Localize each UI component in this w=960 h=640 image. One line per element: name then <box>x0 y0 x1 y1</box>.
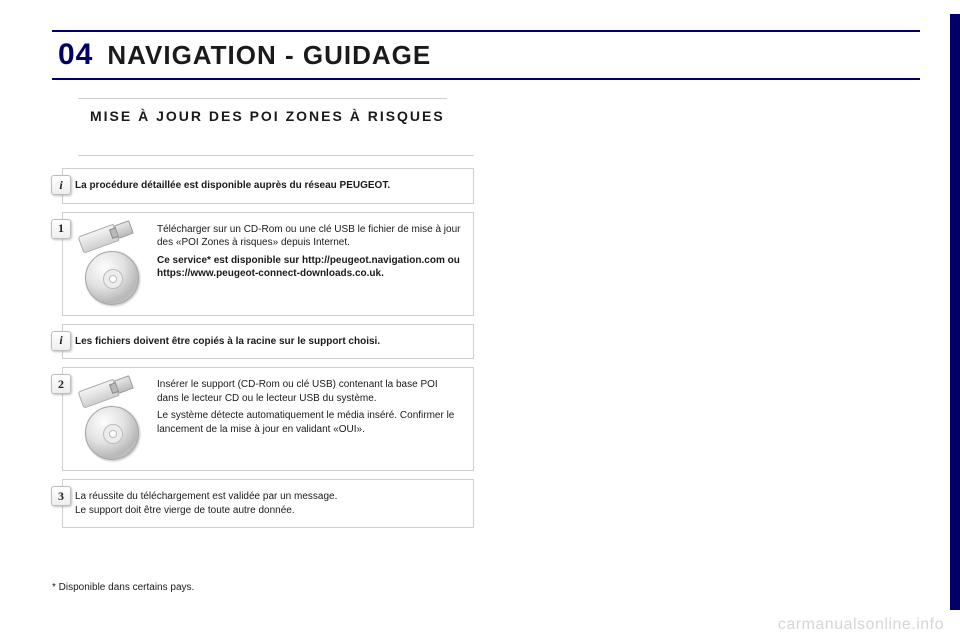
step-row-2: 2 Insérer le support (CD-Rom ou clé USB)… <box>62 367 474 471</box>
header-body: 04 NAVIGATION - GUIDAGE <box>52 32 920 78</box>
step-3-line-2: Le support doit être vierge de toute aut… <box>75 504 461 518</box>
step-row-1: 1 Télécharger sur un CD-Rom ou une clé U… <box>62 212 474 316</box>
watermark: carmanualsonline.info <box>778 616 944 634</box>
step-2-text: Insérer le support (CD-Rom ou clé USB) c… <box>157 378 461 440</box>
footnote: * Disponible dans certains pays. <box>52 582 194 593</box>
step-badge-3: 3 <box>51 486 71 506</box>
section-number: 04 <box>58 38 93 72</box>
info-icon: i <box>51 331 71 351</box>
subheading-box-inner: MISE À JOUR DES POI ZONES À RISQUES <box>78 98 474 156</box>
info-icon: i <box>51 175 71 195</box>
subheading-box: MISE À JOUR DES POI ZONES À RISQUES <box>78 98 474 156</box>
steps-panel: i La procédure détaillée est disponible … <box>62 168 474 536</box>
header-rule-bottom <box>52 78 920 80</box>
usb-cap <box>114 375 134 394</box>
usb-cap <box>114 220 134 239</box>
media-usb-cd-2 <box>75 378 145 460</box>
info-row-intro: i La procédure détaillée est disponible … <box>62 168 474 204</box>
info-row-copy: i Les fichiers doivent être copiés à la … <box>62 324 474 360</box>
section-header: 04 NAVIGATION - GUIDAGE <box>52 30 920 84</box>
step-1-text: Télécharger sur un CD-Rom ou une clé USB… <box>157 223 461 285</box>
info-glyph: i <box>59 332 62 348</box>
media-usb-cd-1 <box>75 223 145 305</box>
section-title: NAVIGATION - GUIDAGE <box>107 40 431 71</box>
step-3-line-1: La réussite du téléchargement est validé… <box>75 490 461 504</box>
step-2-content: Insérer le support (CD-Rom ou clé USB) c… <box>75 378 461 460</box>
intro-text: La procédure détaillée est disponible au… <box>75 180 390 191</box>
step-1-line-1: Télécharger sur un CD-Rom ou une clé USB… <box>157 223 461 250</box>
step-badge-2: 2 <box>51 374 71 394</box>
step-2-line-1: Insérer le support (CD-Rom ou clé USB) c… <box>157 378 461 405</box>
step-1-line-2: Ce service* est disponible sur http://pe… <box>157 254 461 281</box>
page: 04 NAVIGATION - GUIDAGE MISE À JOUR DES … <box>0 0 960 640</box>
step-row-3: 3 La réussite du téléchargement est vali… <box>62 479 474 528</box>
step-2-line-2: Le système détecte automatiquement le mé… <box>157 409 461 436</box>
right-stripe <box>950 14 960 610</box>
subheading-text: MISE À JOUR DES POI ZONES À RISQUES <box>90 107 446 126</box>
step-badge-1: 1 <box>51 219 71 239</box>
step-1-content: Télécharger sur un CD-Rom ou une clé USB… <box>75 223 461 305</box>
cd-icon <box>85 251 139 305</box>
cd-icon <box>85 406 139 460</box>
info-glyph: i <box>59 177 62 193</box>
copy-note-text: Les fichiers doivent être copiés à la ra… <box>75 336 380 347</box>
